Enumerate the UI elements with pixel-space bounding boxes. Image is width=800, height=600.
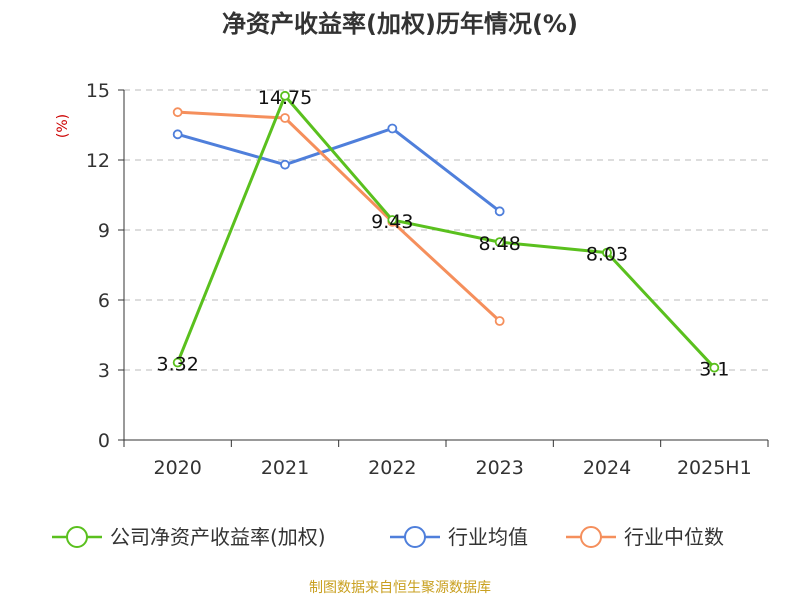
legend-label: 行业均值 (448, 525, 528, 549)
source-note: 制图数据来自恒生聚源数据库 (309, 580, 491, 596)
y-tick-label: 6 (98, 290, 110, 312)
data-point (494, 237, 505, 248)
x-tick-label: 2022 (368, 457, 416, 479)
data-point (280, 113, 290, 123)
y-tick-label: 9 (98, 220, 110, 242)
legend-marker (66, 526, 88, 548)
y-tick-label: 3 (98, 360, 110, 382)
data-point (280, 159, 290, 170)
series-line-2 (177, 110, 501, 323)
data-point (172, 129, 183, 140)
x-tick-label: 2024 (583, 457, 631, 479)
x-tick-label: 2020 (153, 457, 201, 479)
legend-marker (404, 526, 426, 548)
data-point (387, 215, 398, 225)
data-label: 8.48 (479, 233, 521, 255)
axes: 0 3 6 9 12 15 2020 2021 2022 2023 2024 2025H1 (86, 80, 769, 479)
x-tick-label: 2021 (261, 457, 309, 479)
x-tick-label: 2023 (475, 457, 523, 479)
data-point (280, 90, 290, 101)
series-line-1 (177, 127, 501, 213)
data-label: 3.1 (699, 359, 729, 381)
legend-label: 公司净资产收益率(加权) (110, 525, 326, 549)
series-lines (172, 90, 720, 373)
data-point (387, 123, 398, 134)
x-tick-label: 2025H1 (677, 457, 752, 479)
y-unit-label: (%) (55, 114, 71, 138)
data-point (602, 247, 612, 258)
chart-title: 净资产收益率(加权)历年情况(%) (222, 10, 578, 38)
data-point (172, 107, 183, 118)
legend: 公司净资产收益率(加权) 行业均值 行业中位数 (52, 525, 724, 549)
data-point (709, 362, 720, 373)
data-label: 3.32 (157, 354, 199, 376)
data-labels: 3.32 14.75 9.43 8.48 8.03 3.1 (157, 87, 730, 381)
data-point (172, 357, 183, 368)
data-label: 14.75 (258, 87, 312, 109)
data-point (494, 206, 505, 217)
legend-label: 行业中位数 (624, 525, 724, 549)
y-tick-label: 0 (98, 430, 110, 452)
data-label: 8.03 (586, 244, 628, 266)
data-label: 9.43 (371, 211, 413, 233)
legend-marker (580, 526, 602, 548)
y-tick-label: 12 (86, 150, 110, 172)
y-tick-label: 15 (86, 80, 110, 102)
series-line-0 (176, 94, 716, 369)
data-point (494, 316, 505, 326)
